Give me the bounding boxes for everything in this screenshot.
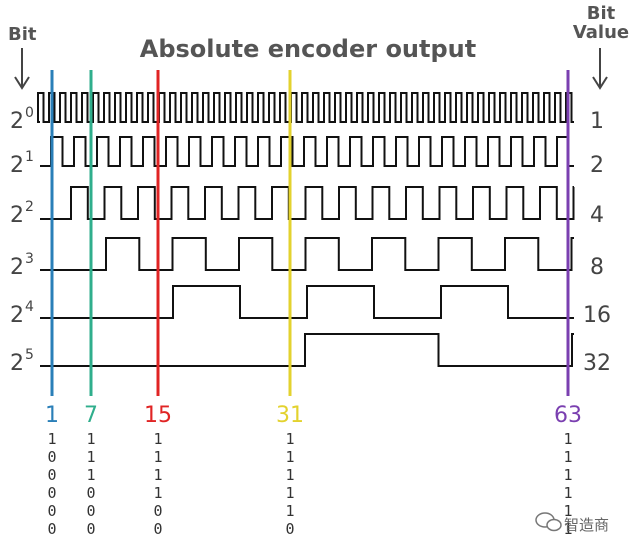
bit-value-15-0: 1 [153, 430, 162, 448]
bit-value-header-line1: Bit [587, 3, 616, 24]
bit-value-63-3: 1 [563, 484, 572, 502]
bit-value-header-line2: Value [573, 22, 629, 43]
bit-value-1-1: 0 [47, 448, 56, 466]
wechat-logo-icon [535, 512, 562, 532]
bit-value-63-2: 1 [563, 466, 572, 484]
bit-value-7-0: 1 [86, 430, 95, 448]
waveform-row-3 [40, 237, 574, 271]
waveform-row-5 [40, 333, 574, 367]
bit-value-63-5: 1 [563, 520, 572, 538]
bit-value-63-1: 1 [563, 448, 572, 466]
bit-value-31-0: 1 [285, 430, 294, 448]
bit-value-31-1: 1 [285, 448, 294, 466]
bit-header: Bit [8, 24, 37, 45]
row-base-4: 2 [10, 303, 24, 328]
row-exp-2: 2 [25, 199, 34, 215]
bit-value-63-0: 1 [563, 430, 572, 448]
watermark-text: 智造商 [564, 516, 609, 534]
row-exp-0: 0 [25, 105, 34, 121]
row-value-5: 32 [583, 351, 611, 376]
marker-label-31: 31 [276, 403, 304, 428]
bit-value-31-4: 1 [285, 502, 294, 520]
row-base-3: 2 [10, 255, 24, 280]
bit-value-7-1: 1 [86, 448, 95, 466]
bit-value-7-2: 1 [86, 466, 95, 484]
row-exp-1: 1 [25, 149, 34, 165]
row-value-1: 2 [590, 153, 604, 178]
bit-value-31-2: 1 [285, 466, 294, 484]
bit-value-1-0: 1 [47, 430, 56, 448]
bit-value-15-2: 1 [153, 466, 162, 484]
row-value-2: 4 [590, 203, 604, 228]
row-base-5: 2 [10, 351, 24, 376]
bit-value-15-4: 0 [153, 502, 162, 520]
row-value-3: 8 [590, 255, 604, 280]
bit-value-15-3: 1 [153, 484, 162, 502]
marker-label-1: 1 [45, 403, 59, 428]
bit-value-1-4: 0 [47, 502, 56, 520]
bit-value-1-2: 0 [47, 466, 56, 484]
row-base-1: 2 [10, 153, 24, 178]
bit-value-31-3: 1 [285, 484, 294, 502]
marker-label-15: 15 [144, 403, 172, 428]
left-arrow-down-icon [14, 48, 30, 90]
right-arrow-down-icon [592, 48, 608, 90]
row-value-0: 1 [590, 109, 604, 134]
bit-value-15-1: 1 [153, 448, 162, 466]
waveform-row-2 [40, 186, 575, 220]
marker-label-7: 7 [84, 403, 98, 428]
row-exp-3: 3 [25, 251, 34, 267]
diagram-title: Absolute encoder output [140, 35, 476, 63]
bit-value-1-3: 0 [47, 484, 56, 502]
waveform-row-1 [40, 136, 574, 167]
waveform-row-0 [37, 92, 574, 123]
bit-value-7-3: 0 [86, 484, 95, 502]
row-exp-5: 5 [25, 347, 34, 363]
row-base-0: 2 [10, 109, 24, 134]
bit-value-15-5: 0 [153, 520, 162, 538]
bit-value-1-5: 0 [47, 520, 56, 538]
bit-value-7-4: 0 [86, 502, 95, 520]
row-exp-4: 4 [25, 299, 34, 315]
row-base-2: 2 [10, 203, 24, 228]
bit-value-63-4: 1 [563, 502, 572, 520]
bit-value-7-5: 0 [86, 520, 95, 538]
waveform-row-4 [40, 285, 574, 319]
marker-label-63: 63 [554, 403, 582, 428]
bit-value-31-5: 0 [285, 520, 294, 538]
row-value-4: 16 [583, 303, 611, 328]
